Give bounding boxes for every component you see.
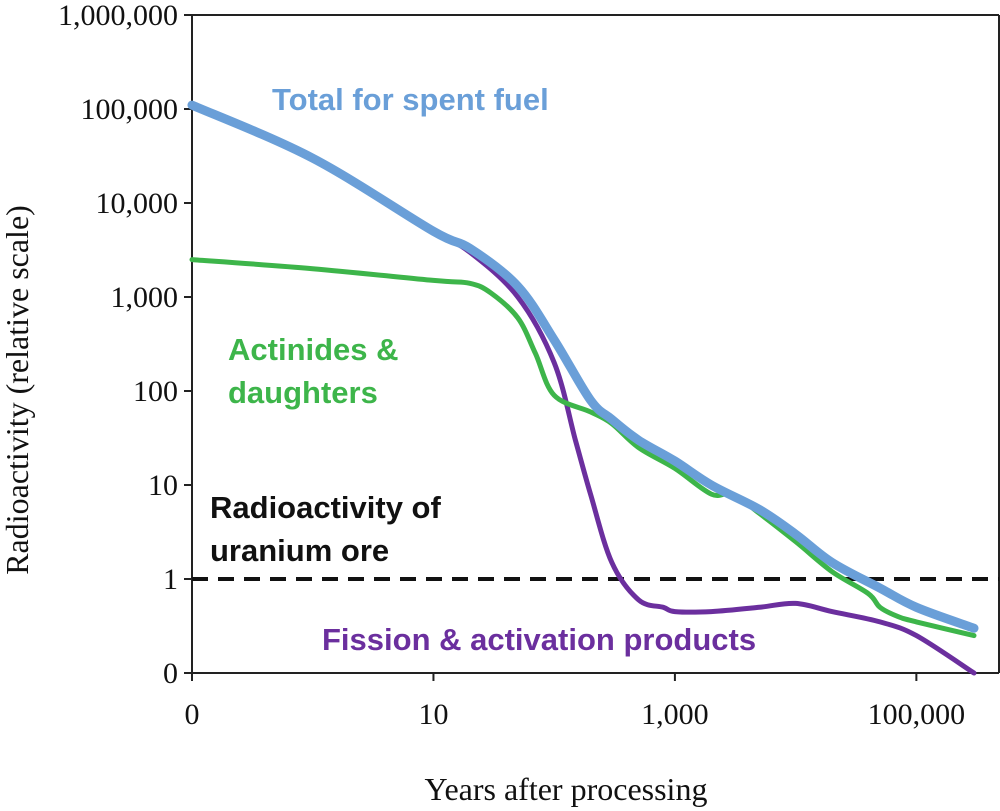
series-layer xyxy=(187,100,999,676)
x-tick-label: 10 xyxy=(418,698,448,731)
x-axis-ticks: 0 10 1,000 100,000 xyxy=(185,673,966,731)
x-tick-label: 100,000 xyxy=(868,698,966,731)
y-tick-label: 100 xyxy=(133,375,178,408)
fission-series-label: Fission & activation products xyxy=(322,622,756,657)
y-tick-label: 10,000 xyxy=(96,187,179,220)
ore-reference-label-line2: uranium ore xyxy=(210,533,389,568)
y-axis-title: Radioactivity (relative scale) xyxy=(0,205,35,575)
plot-area xyxy=(191,14,1000,674)
actinides-series-label-line1: Actinides & xyxy=(228,332,399,367)
x-tick-label: 0 xyxy=(185,698,200,731)
x-tick-label: 1,000 xyxy=(641,698,709,731)
y-tick-label: 1,000 xyxy=(111,281,179,314)
total-series-line xyxy=(187,100,979,633)
y-tick-label: 1,000,000 xyxy=(58,0,178,32)
ore-reference-label-line1: Radioactivity of xyxy=(210,490,441,525)
y-tick-label: 100,000 xyxy=(81,93,179,126)
total-series-label: Total for spent fuel xyxy=(272,82,549,117)
x-axis-title: Years after processing xyxy=(425,771,708,807)
y-tick-label: 0 xyxy=(163,657,178,690)
y-tick-label: 10 xyxy=(148,469,178,502)
actinides-series-label-line2: daughters xyxy=(228,375,378,410)
y-tick-label: 1 xyxy=(163,563,178,596)
y-axis-ticks: 0 1 10 100 1,000 10,000 100,000 1,000,000 xyxy=(58,0,192,690)
actinides-series-line xyxy=(189,257,977,639)
